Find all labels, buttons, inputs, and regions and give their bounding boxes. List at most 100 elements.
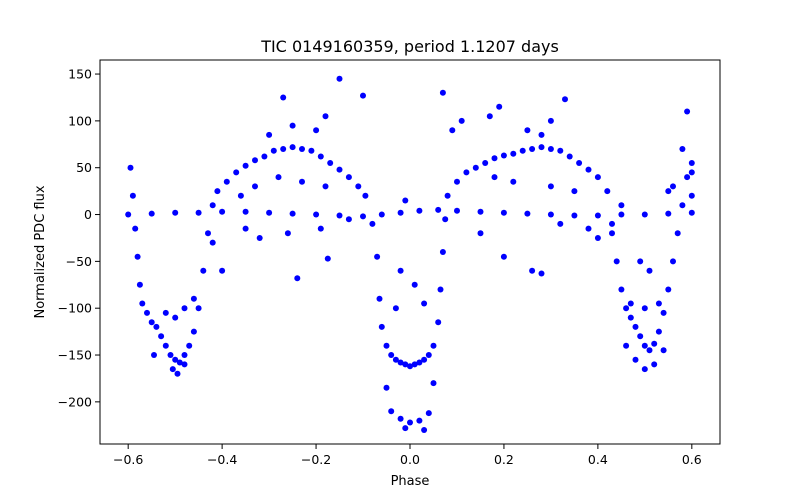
data-point	[454, 207, 460, 214]
data-point	[407, 419, 413, 426]
data-point	[172, 314, 179, 321]
data-point	[529, 146, 536, 152]
y-tick-label: 100	[68, 113, 92, 128]
data-point	[594, 174, 601, 181]
data-point	[181, 305, 188, 312]
data-point	[655, 300, 662, 307]
data-point	[660, 309, 667, 316]
data-point	[472, 164, 479, 171]
data-point	[646, 267, 653, 274]
data-point	[388, 408, 395, 415]
data-point	[651, 361, 658, 368]
x-tick-label: −0.2	[301, 452, 331, 467]
data-point	[407, 363, 413, 370]
data-point	[181, 352, 188, 358]
data-point	[665, 210, 672, 217]
x-axis-label: Phase	[391, 474, 430, 489]
data-point	[322, 113, 329, 120]
data-point	[637, 333, 644, 340]
data-point	[655, 328, 662, 335]
data-point	[383, 342, 390, 349]
data-point	[392, 305, 399, 312]
data-point	[618, 211, 625, 218]
data-point	[430, 380, 437, 387]
data-point	[618, 286, 625, 293]
data-point	[482, 160, 489, 166]
data-point	[360, 213, 366, 220]
data-point	[186, 342, 193, 349]
data-point	[151, 352, 157, 358]
data-point	[299, 146, 305, 152]
data-point	[289, 122, 296, 129]
data-point	[641, 366, 648, 373]
data-point	[402, 425, 409, 432]
data-point	[665, 188, 672, 195]
data-point	[524, 210, 531, 217]
y-axis: 150 100 50 0 −50 −100 −150 −200	[58, 67, 100, 409]
y-tick-label: −50	[66, 254, 92, 269]
data-point	[547, 211, 554, 218]
y-tick-label: 50	[76, 160, 92, 175]
data-point	[148, 210, 155, 217]
data-point	[190, 295, 197, 302]
data-point	[322, 183, 329, 190]
data-point	[670, 258, 676, 265]
data-point	[491, 174, 498, 181]
data-point	[176, 359, 183, 366]
data-point	[594, 212, 601, 219]
data-point	[576, 160, 583, 166]
data-point	[571, 212, 578, 219]
data-point	[233, 169, 240, 176]
data-point	[336, 75, 343, 82]
data-point	[641, 342, 648, 349]
data-point	[369, 220, 376, 227]
data-point	[355, 183, 362, 190]
data-point	[195, 209, 202, 216]
data-point	[529, 267, 536, 274]
data-point	[299, 178, 305, 185]
data-point	[585, 225, 592, 232]
data-point	[127, 164, 134, 171]
data-point	[641, 305, 648, 312]
data-point	[190, 328, 197, 335]
data-point	[632, 323, 639, 330]
x-axis: −0.6 −0.4 −0.2 0.0 0.2 0.4 0.6	[113, 444, 702, 467]
data-point	[317, 153, 324, 160]
y-tick-label: −150	[58, 348, 92, 363]
data-point	[524, 127, 531, 134]
data-point	[402, 361, 409, 368]
data-point	[289, 210, 296, 217]
data-point	[237, 192, 244, 199]
data-point	[684, 108, 691, 115]
data-point	[500, 152, 507, 159]
data-point	[674, 230, 681, 237]
data-point	[388, 352, 395, 358]
data-point	[392, 356, 399, 363]
data-point	[169, 366, 176, 373]
data-point	[688, 160, 695, 166]
data-point	[510, 178, 517, 185]
data-point	[637, 258, 644, 265]
data-point	[402, 197, 409, 204]
data-point	[547, 183, 554, 190]
data-point	[442, 216, 449, 223]
data-point	[491, 155, 498, 162]
data-point	[632, 356, 639, 363]
data-point	[425, 352, 432, 358]
data-point	[439, 249, 446, 255]
data-point	[463, 169, 470, 176]
data-point	[162, 309, 169, 316]
data-point	[458, 117, 465, 124]
data-point	[148, 319, 155, 326]
data-point	[562, 96, 568, 103]
data-point	[153, 323, 160, 330]
data-point	[294, 275, 301, 282]
data-point	[421, 427, 428, 433]
plot-background	[100, 60, 720, 444]
data-point	[641, 211, 648, 218]
data-point	[679, 202, 686, 209]
y-tick-label: −200	[58, 394, 92, 409]
data-point	[688, 169, 695, 176]
data-point	[378, 323, 385, 330]
